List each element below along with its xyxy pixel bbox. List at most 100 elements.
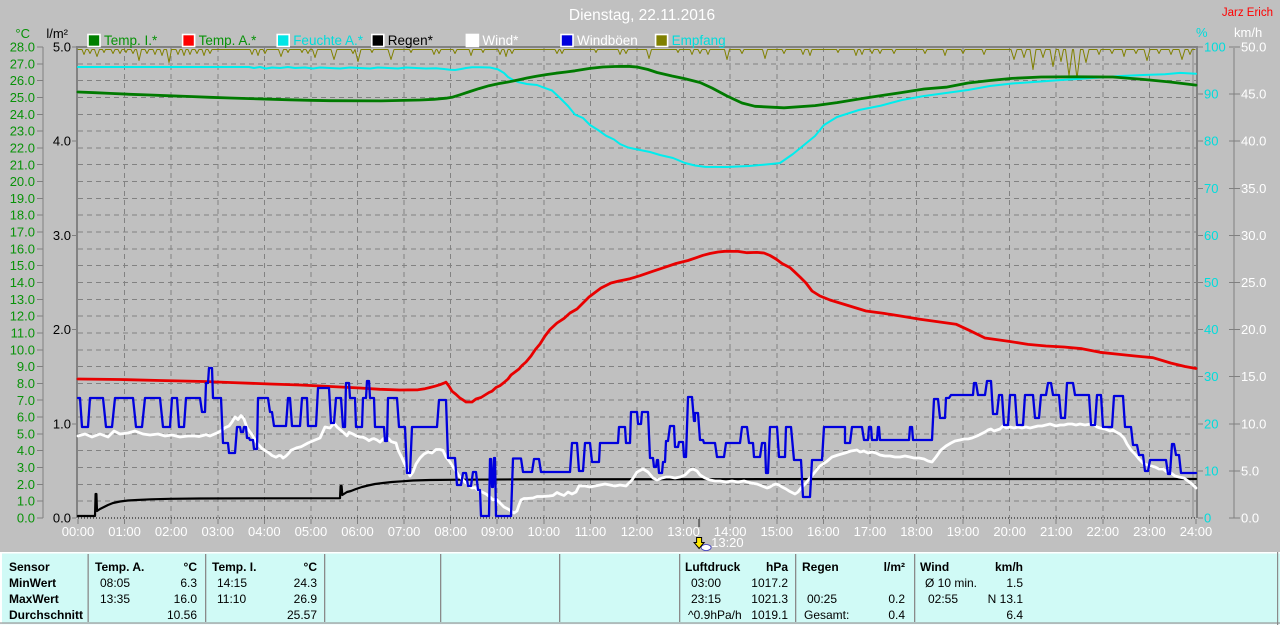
svg-text:08:05: 08:05 [100,576,130,590]
svg-text:30.0: 30.0 [1241,228,1266,243]
svg-text:13:35: 13:35 [100,592,130,606]
svg-text:60: 60 [1204,228,1218,243]
svg-text:25.0: 25.0 [1241,275,1266,290]
svg-text:05:00: 05:00 [295,524,328,539]
svg-text:24:00: 24:00 [1180,524,1213,539]
svg-text:19.0: 19.0 [10,191,35,206]
svg-text:1.5: 1.5 [1006,576,1023,590]
svg-text:11:00: 11:00 [575,524,607,539]
svg-text:13:00: 13:00 [667,524,700,539]
svg-text:03:00: 03:00 [691,576,721,590]
svg-text:19:00: 19:00 [947,524,980,539]
svg-text:14.0: 14.0 [10,275,35,290]
svg-text:10.0: 10.0 [10,342,35,357]
svg-text:1019.1: 1019.1 [751,608,788,622]
svg-text:12.0: 12.0 [10,309,35,324]
svg-text:70: 70 [1204,181,1218,196]
svg-text:20.0: 20.0 [10,174,35,189]
svg-text:16:00: 16:00 [807,524,840,539]
svg-text:22.0: 22.0 [10,140,35,155]
svg-text:35.0: 35.0 [1241,181,1266,196]
svg-text:24.3: 24.3 [294,576,318,590]
svg-text:0.0: 0.0 [53,511,71,526]
svg-text:02:55: 02:55 [928,592,958,606]
svg-text:Luftdruck: Luftdruck [685,560,741,574]
svg-text:20:00: 20:00 [993,524,1026,539]
svg-text:12:00: 12:00 [621,524,654,539]
svg-text:Temp. A.*: Temp. A.* [199,33,258,48]
svg-text:26.9: 26.9 [294,592,318,606]
svg-text:11:10: 11:10 [217,592,246,606]
svg-text:°C: °C [184,560,198,574]
svg-text:3.0: 3.0 [17,460,35,475]
svg-text:07:00: 07:00 [388,524,421,539]
svg-text:1021.3: 1021.3 [751,592,788,606]
svg-text:08:00: 08:00 [434,524,467,539]
svg-text:17:00: 17:00 [854,524,887,539]
svg-text:90: 90 [1204,87,1218,102]
svg-text:18:00: 18:00 [900,524,933,539]
svg-text:Dienstag, 22.11.2016: Dienstag, 22.11.2016 [569,7,715,24]
svg-text:22:00: 22:00 [1087,524,1120,539]
svg-text:50.0: 50.0 [1241,40,1266,55]
svg-text:3.0: 3.0 [53,228,71,243]
svg-text:0.4: 0.4 [888,608,905,622]
svg-text:06:00: 06:00 [341,524,374,539]
svg-text:%: % [1196,25,1208,40]
svg-text:21:00: 21:00 [1040,524,1073,539]
svg-text:25.57: 25.57 [287,608,317,622]
svg-text:5.0: 5.0 [53,40,71,55]
svg-text:4.0: 4.0 [53,134,71,149]
svg-text:°C: °C [304,560,318,574]
svg-text:2.0: 2.0 [53,322,71,337]
svg-text:°C: °C [15,26,30,41]
svg-text:10.0: 10.0 [1241,416,1266,431]
svg-text:Temp. A.: Temp. A. [95,560,144,574]
svg-text:N 13.1: N 13.1 [988,592,1024,606]
svg-text:4.0: 4.0 [17,443,35,458]
svg-text:Feuchte A.*: Feuchte A.* [293,33,364,48]
svg-text:1.0: 1.0 [17,494,35,509]
svg-text:6.0: 6.0 [17,410,35,425]
svg-text:10: 10 [1204,463,1218,478]
svg-text:16.0: 16.0 [10,241,35,256]
svg-text:03:00: 03:00 [201,524,234,539]
svg-text:04:00: 04:00 [248,524,281,539]
svg-text:14:15: 14:15 [217,576,247,590]
svg-text:25.0: 25.0 [10,90,35,105]
svg-text:40.0: 40.0 [1241,134,1266,149]
svg-text:Wind: Wind [920,560,949,574]
svg-text:7.0: 7.0 [17,393,35,408]
svg-text:MaxWert: MaxWert [9,592,59,606]
svg-text:MinWert: MinWert [9,576,56,590]
svg-text:00:00: 00:00 [62,524,95,539]
svg-text:10.56: 10.56 [167,608,197,622]
svg-text:km/h: km/h [995,560,1023,574]
svg-text:18.0: 18.0 [10,208,35,223]
svg-text:02:00: 02:00 [155,524,188,539]
svg-text:Regen*: Regen* [388,33,434,48]
svg-text:Gesamt:: Gesamt: [804,608,849,622]
svg-text:20.0: 20.0 [1241,322,1266,337]
svg-text:Temp. I.*: Temp. I.* [104,33,158,48]
svg-text:15.0: 15.0 [1241,369,1266,384]
svg-text:45.0: 45.0 [1241,87,1266,102]
svg-text:15:00: 15:00 [760,524,793,539]
svg-text:Ø 10 min.: Ø 10 min. [925,576,977,590]
svg-text:1.0: 1.0 [53,416,71,431]
svg-text:5.0: 5.0 [1241,463,1259,478]
svg-text:13:20: 13:20 [711,535,744,550]
svg-text:17.0: 17.0 [10,225,35,240]
svg-text:23:15: 23:15 [691,592,721,606]
svg-text:27.0: 27.0 [10,56,35,71]
svg-text:6.4: 6.4 [1006,608,1023,622]
svg-text:21.0: 21.0 [10,157,35,172]
svg-text:Jarz Erich: Jarz Erich [1222,7,1273,19]
svg-text:Empfang: Empfang [672,33,726,48]
svg-text:Temp. I.: Temp. I. [212,560,256,574]
svg-text:8.0: 8.0 [17,376,35,391]
svg-text:Windböen: Windböen [577,33,638,48]
svg-text:09:00: 09:00 [481,524,514,539]
svg-text:l/m²: l/m² [46,26,68,41]
svg-text:0: 0 [1204,511,1211,526]
